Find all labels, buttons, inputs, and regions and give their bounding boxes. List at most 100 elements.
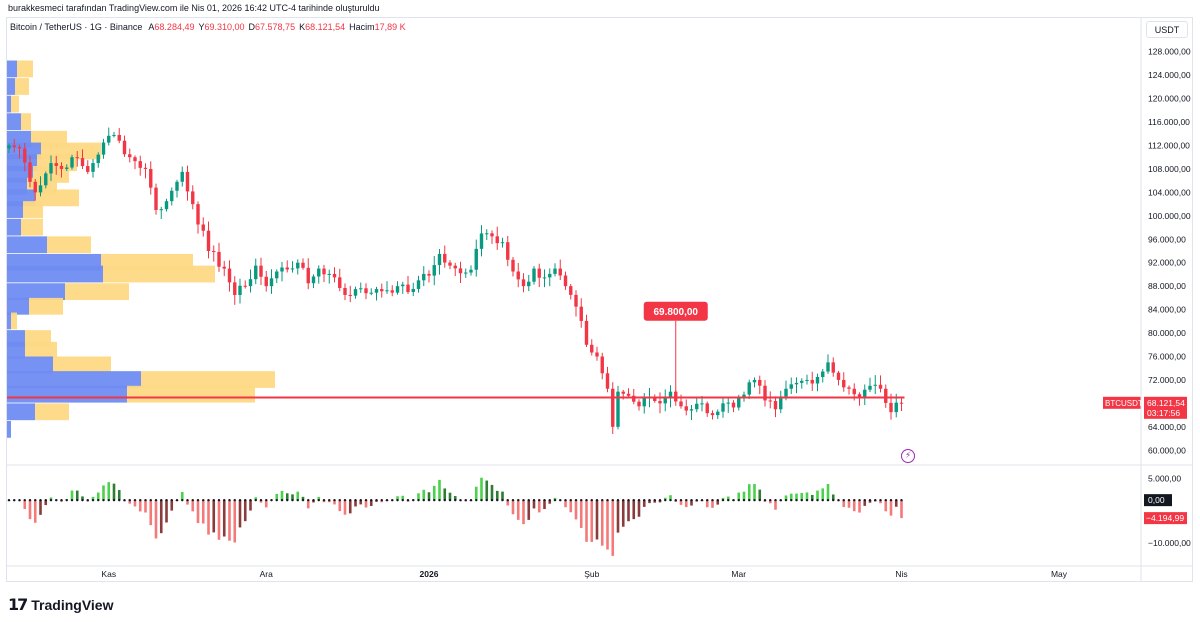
oscillator-bar: [81, 496, 84, 501]
candle-body: [768, 400, 772, 402]
oscillator-zero-dot: [417, 498, 420, 502]
oscillator-zero-dot: [275, 498, 278, 502]
candle-body: [290, 268, 295, 270]
oscillator-zero-dot: [212, 498, 215, 502]
oscillator-bar: [112, 483, 116, 501]
volume-profile-bar-down: [25, 341, 57, 359]
oscillator-bar: [480, 477, 483, 501]
oscillator-zero-dot: [669, 498, 672, 502]
oscillator-bar: [527, 500, 531, 520]
lightning-icon[interactable]: ⚡: [901, 449, 915, 463]
oscillator-zero-dot: [259, 498, 263, 502]
symbol-tag-label: BTCUSDT: [1105, 399, 1143, 408]
oscillator-bar: [138, 500, 142, 512]
oscillator-zero-dot: [338, 498, 341, 502]
candle-body: [758, 379, 762, 386]
candle-body: [91, 163, 95, 172]
oscillator-bar: [884, 500, 888, 512]
oscillator-bar: [585, 500, 588, 542]
volume-profile-bar-up: [7, 312, 11, 330]
candle-body: [605, 373, 610, 389]
oscillator-bar: [842, 500, 846, 508]
candle-body: [658, 400, 662, 404]
oscillator-bar: [564, 500, 567, 508]
oscillator-zero-dot: [784, 498, 788, 502]
candles: [7, 127, 904, 435]
oscillator-zero-dot: [18, 498, 21, 502]
candle-body: [154, 187, 158, 210]
volume-profile-bar-down: [21, 218, 43, 236]
tradingview-logo[interactable]: 17 TradingView: [8, 595, 113, 614]
oscillator-zero-dot: [270, 498, 273, 502]
oscillator-zero-dot: [107, 498, 110, 502]
candle-body: [500, 242, 505, 244]
oscillator-zero-dot: [664, 498, 667, 502]
symbol-title[interactable]: Bitcoin / TetherUS · 1G · Binance: [10, 22, 143, 32]
candle-body: [238, 285, 242, 295]
oscillator-bar: [690, 500, 693, 506]
oscillator-zero-dot: [102, 498, 105, 502]
price-axis-tick: 108.000,00: [1148, 164, 1191, 174]
candle-body: [479, 233, 484, 249]
oscillator-zero-dot: [816, 498, 819, 502]
callout-box: [643, 301, 708, 321]
candle-body: [794, 382, 799, 385]
oscillator-bar: [149, 500, 153, 526]
oscillator-bar: [285, 493, 289, 501]
oscillator-bar: [333, 500, 336, 505]
oscillator-bar: [858, 500, 861, 513]
oscillator-zero-dot: [795, 498, 798, 502]
candle-body: [12, 145, 16, 148]
volume-profile-bar-down: [35, 403, 69, 421]
oscillator-bar: [879, 500, 882, 504]
oscillator-zero-dot: [380, 498, 383, 502]
oscillator-bar: [705, 500, 709, 508]
oscillator-bar: [679, 500, 683, 505]
candle-body: [332, 273, 337, 278]
oscillator-zero-dot: [228, 498, 231, 502]
candle-body: [784, 388, 788, 397]
candle-body: [422, 273, 426, 281]
oscillator-bar: [170, 500, 174, 511]
oscillator-zero-dot: [847, 498, 851, 502]
oscillator-zero-dot: [695, 498, 698, 502]
oscillator-zero-dot: [181, 498, 184, 502]
oscillator-zero-dot: [601, 498, 604, 502]
candle-body: [516, 271, 520, 280]
candle-body: [206, 230, 211, 251]
candle-body: [296, 262, 300, 269]
candle-body: [857, 394, 862, 398]
oscillator-zero-dot: [191, 498, 194, 502]
oscillator-zero-dot: [133, 498, 137, 502]
candle-body: [122, 140, 127, 155]
oscillator-axis-tick: −10.000,00: [1148, 538, 1191, 548]
price-axis-tick: 124.000,00: [1148, 70, 1191, 80]
candle-body: [170, 190, 174, 202]
oscillator-zero-dot: [112, 498, 116, 502]
candle-body: [511, 259, 515, 272]
candle-body: [889, 402, 893, 413]
oscillator-zero-dot: [616, 498, 620, 502]
candle-body: [23, 148, 27, 163]
oscillator-zero-dot: [233, 498, 236, 502]
tradingview-wordmark: TradingView: [31, 596, 114, 613]
oscillator-bar: [868, 500, 872, 503]
candle-body: [831, 362, 835, 373]
oscillator-zero-dot: [454, 498, 457, 502]
close-value: 68.121,54: [305, 22, 346, 32]
oscillator-bar: [648, 500, 651, 504]
candle-body: [427, 273, 431, 276]
candle-body: [878, 384, 883, 389]
volume-profile-bar-up: [7, 420, 11, 438]
candle-body: [7, 145, 11, 149]
currency-button[interactable]: USDT: [1146, 21, 1188, 38]
osc-last-bg: [1144, 512, 1187, 525]
oscillator-zero-dot: [868, 498, 872, 502]
candle-body: [731, 402, 736, 408]
candle-body: [705, 403, 709, 414]
candle-body: [117, 134, 121, 141]
candle-body: [584, 320, 589, 345]
candle-body: [548, 273, 552, 278]
price-axis-tick: 100.000,00: [1148, 211, 1191, 221]
